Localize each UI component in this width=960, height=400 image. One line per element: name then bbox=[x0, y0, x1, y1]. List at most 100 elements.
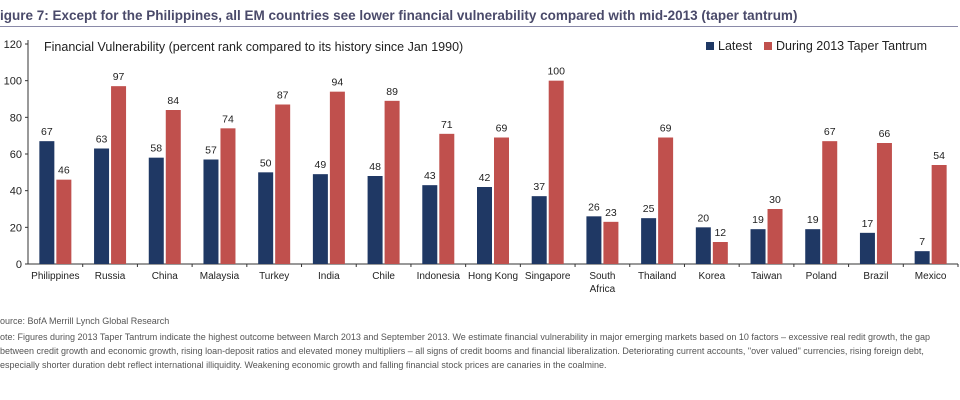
y-tick-label: 0 bbox=[16, 259, 22, 271]
bar-taper-tantrum bbox=[275, 104, 291, 264]
bar-taper-tantrum bbox=[822, 141, 838, 264]
bar-latest bbox=[750, 229, 766, 264]
bar-latest bbox=[94, 148, 110, 264]
bar-taper-tantrum bbox=[165, 110, 181, 264]
data-label-taper-tantrum: 94 bbox=[332, 77, 344, 89]
data-label-latest: 17 bbox=[862, 218, 874, 230]
x-tick-label: Mexico bbox=[915, 271, 947, 282]
data-label-latest: 37 bbox=[533, 181, 545, 193]
x-tick-label: China bbox=[152, 271, 179, 282]
bar-latest bbox=[148, 157, 164, 264]
bar-taper-tantrum bbox=[658, 137, 674, 264]
x-tick-label: Philippines bbox=[31, 271, 79, 282]
bar-taper-tantrum bbox=[712, 242, 728, 264]
data-label-latest: 49 bbox=[315, 159, 327, 171]
x-tick-label: India bbox=[318, 271, 340, 282]
data-label-taper-tantrum: 74 bbox=[222, 113, 234, 125]
data-label-latest: 7 bbox=[919, 236, 925, 248]
x-tick-label: Korea bbox=[698, 271, 725, 282]
bar-taper-tantrum bbox=[329, 91, 345, 264]
data-label-taper-tantrum: 54 bbox=[933, 150, 945, 162]
data-label-taper-tantrum: 84 bbox=[167, 95, 179, 107]
bar-taper-tantrum bbox=[439, 133, 455, 264]
bar-latest bbox=[914, 251, 930, 264]
bar-taper-tantrum bbox=[384, 100, 400, 264]
bar-latest bbox=[531, 196, 547, 264]
data-label-taper-tantrum: 100 bbox=[547, 66, 565, 78]
bar-taper-tantrum bbox=[220, 128, 236, 264]
data-label-taper-tantrum: 23 bbox=[605, 207, 617, 219]
bar-latest bbox=[367, 176, 383, 264]
data-label-latest: 20 bbox=[697, 212, 709, 224]
data-label-latest: 63 bbox=[96, 134, 108, 146]
y-tick-label: 40 bbox=[10, 186, 22, 198]
data-label-latest: 67 bbox=[41, 126, 53, 138]
data-label-latest: 19 bbox=[752, 214, 764, 226]
x-tick-label: Russia bbox=[95, 271, 126, 282]
source-note: ource: BofA Merrill Lynch Global Researc… bbox=[0, 316, 170, 326]
y-tick-label: 60 bbox=[10, 149, 22, 161]
x-tick-label: South bbox=[589, 271, 615, 282]
data-label-latest: 48 bbox=[369, 161, 381, 173]
bar-latest bbox=[39, 141, 55, 264]
bar-latest bbox=[695, 227, 711, 264]
bar-latest bbox=[477, 187, 492, 264]
data-label-taper-tantrum: 12 bbox=[714, 227, 726, 239]
data-label-taper-tantrum: 97 bbox=[113, 71, 125, 83]
data-label-latest: 19 bbox=[807, 214, 819, 226]
data-label-latest: 58 bbox=[150, 143, 162, 155]
bar-latest bbox=[312, 174, 328, 264]
x-tick-label: Turkey bbox=[259, 271, 289, 282]
bar-latest bbox=[641, 218, 657, 264]
data-label-latest: 42 bbox=[479, 172, 491, 184]
x-tick-label: Taiwan bbox=[751, 271, 782, 282]
x-tick-label: Brazil bbox=[863, 271, 888, 282]
x-tick-label: Chile bbox=[372, 271, 395, 282]
x-tick-label: Africa bbox=[590, 284, 616, 295]
bar-taper-tantrum bbox=[931, 165, 947, 264]
x-tick-label: Thailand bbox=[638, 271, 676, 282]
bar-latest bbox=[859, 232, 875, 264]
legend-swatch-latest bbox=[706, 42, 714, 50]
data-label-taper-tantrum: 30 bbox=[769, 194, 781, 206]
y-tick-label: 20 bbox=[10, 222, 22, 234]
data-label-latest: 25 bbox=[643, 203, 655, 215]
bar-latest bbox=[422, 185, 438, 264]
x-tick-label: Poland bbox=[806, 271, 837, 282]
legend-label-taper-tantrum: During 2013 Taper Tantrum bbox=[776, 39, 927, 53]
data-label-taper-tantrum: 87 bbox=[277, 90, 289, 102]
data-label-taper-tantrum: 69 bbox=[660, 123, 672, 135]
x-tick-label: Hong Kong bbox=[468, 271, 518, 282]
y-tick-label: 80 bbox=[10, 112, 22, 124]
data-label-latest: 26 bbox=[588, 201, 600, 213]
bar-taper-tantrum bbox=[111, 86, 127, 264]
data-label-taper-tantrum: 71 bbox=[441, 119, 453, 131]
bar-latest bbox=[805, 229, 821, 264]
bar-taper-tantrum bbox=[548, 80, 564, 264]
bar-taper-tantrum bbox=[494, 137, 509, 264]
data-label-taper-tantrum: 89 bbox=[386, 86, 398, 98]
footnote: ote: Figures during 2013 Taper Tantrum i… bbox=[0, 332, 931, 370]
data-label-latest: 50 bbox=[260, 157, 272, 169]
data-label-latest: 43 bbox=[424, 170, 436, 182]
chart-title: Financial Vulnerability (percent rank co… bbox=[44, 40, 463, 54]
bar-chart: Financial Vulnerability (percent rank co… bbox=[4, 39, 959, 295]
x-tick-label: Singapore bbox=[525, 271, 571, 282]
data-label-taper-tantrum: 67 bbox=[824, 126, 836, 138]
data-label-taper-tantrum: 69 bbox=[496, 123, 508, 135]
bar-taper-tantrum bbox=[603, 221, 619, 264]
bar-taper-tantrum bbox=[876, 143, 892, 264]
y-tick-label: 120 bbox=[4, 39, 22, 51]
data-label-taper-tantrum: 66 bbox=[879, 128, 891, 140]
bar-latest bbox=[203, 159, 219, 264]
bar-taper-tantrum bbox=[767, 209, 783, 264]
data-label-latest: 57 bbox=[205, 145, 217, 157]
figure-title: igure 7: Except for the Philippines, all… bbox=[0, 8, 958, 27]
legend-swatch-taper-tantrum bbox=[764, 42, 772, 50]
bar-latest bbox=[586, 216, 602, 264]
x-tick-label: Malaysia bbox=[200, 271, 240, 282]
y-tick-label: 100 bbox=[4, 76, 22, 88]
x-tick-label: Indonesia bbox=[417, 271, 461, 282]
legend-label-latest: Latest bbox=[718, 39, 753, 53]
bar-latest bbox=[258, 172, 274, 264]
